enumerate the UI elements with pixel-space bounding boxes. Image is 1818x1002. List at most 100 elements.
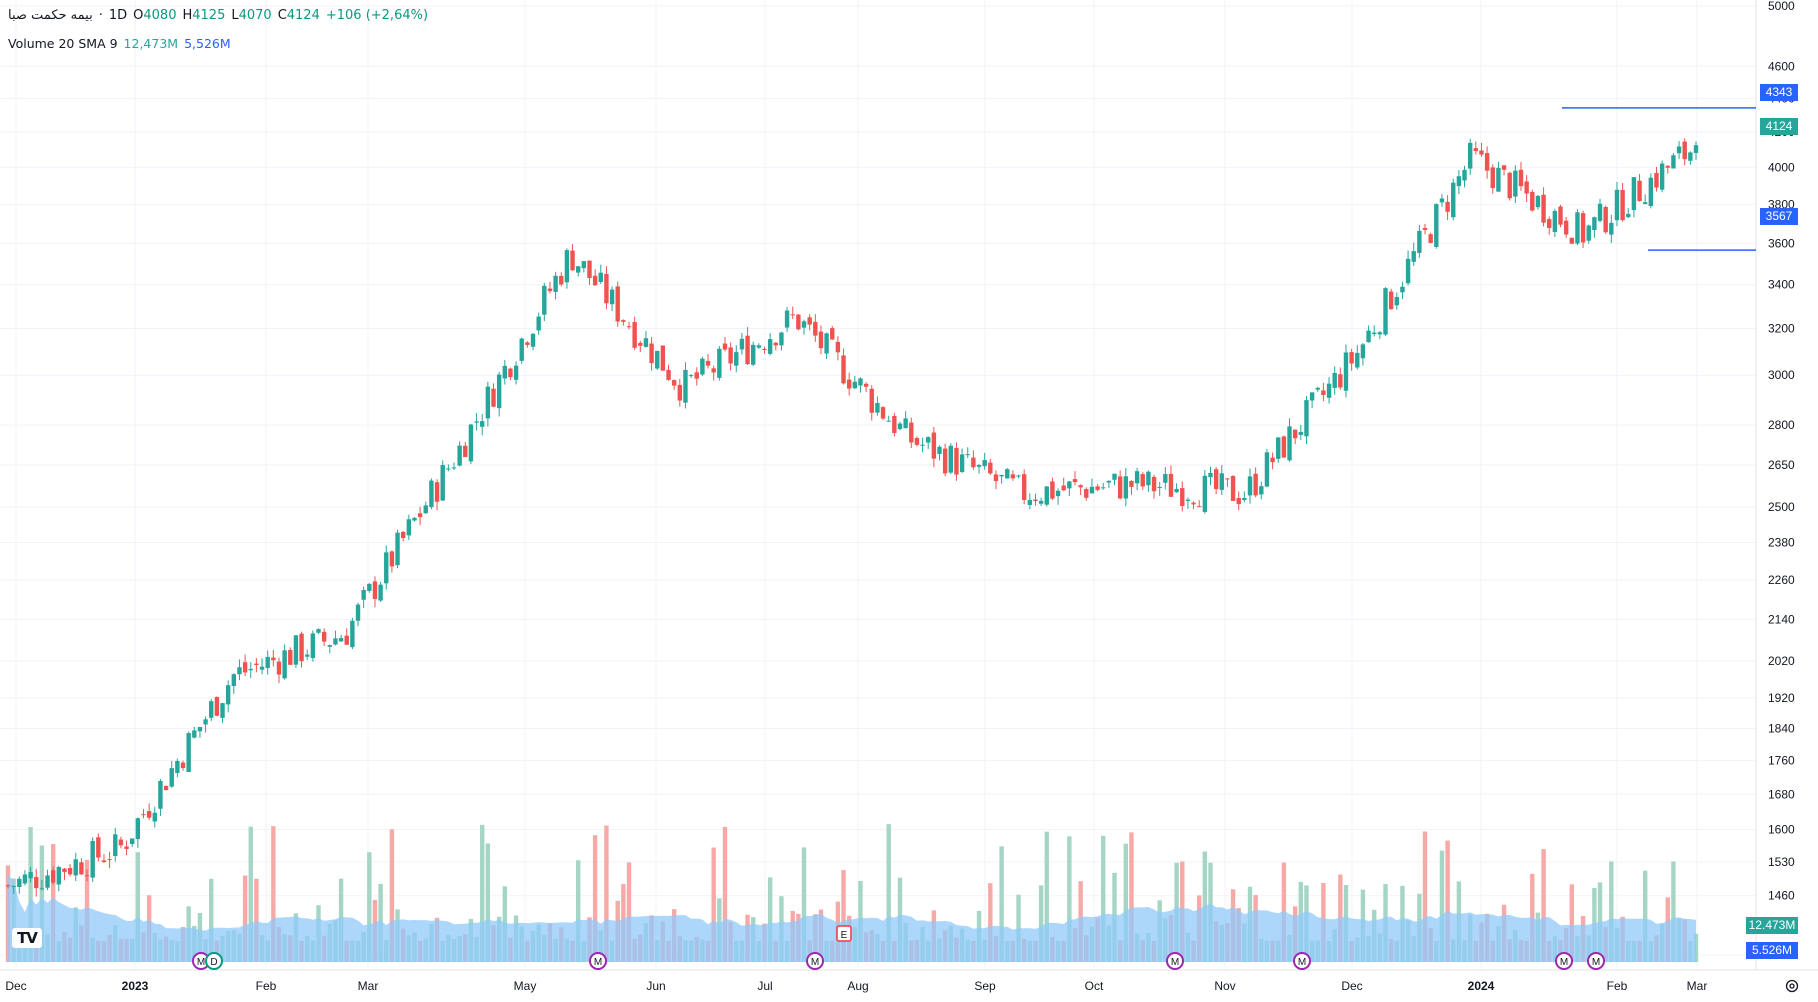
event-ring bbox=[1587, 952, 1605, 970]
volume-bar bbox=[1067, 836, 1072, 962]
candle-body bbox=[638, 342, 643, 346]
candle-body bbox=[1151, 476, 1157, 492]
candle-body bbox=[1140, 474, 1145, 487]
candle-body bbox=[1010, 474, 1016, 479]
candle-body bbox=[1084, 489, 1089, 498]
candle-body bbox=[1467, 142, 1473, 169]
price-axis-label: 1920 bbox=[1768, 691, 1795, 705]
candle-body bbox=[28, 872, 33, 879]
candle-body bbox=[717, 348, 722, 378]
interval-label[interactable]: 1D bbox=[108, 8, 128, 23]
candle-body bbox=[237, 667, 242, 675]
candle-body bbox=[344, 635, 349, 645]
candle-body bbox=[1044, 486, 1049, 505]
candle-body bbox=[1101, 487, 1106, 489]
event-ring bbox=[806, 952, 824, 970]
candle-body bbox=[429, 480, 434, 508]
candle-body bbox=[367, 583, 372, 591]
candle-body bbox=[858, 378, 863, 386]
candle-body bbox=[350, 620, 355, 648]
low-value: 4070 bbox=[238, 8, 272, 23]
candle-body bbox=[959, 454, 965, 473]
candle-body bbox=[1106, 480, 1112, 483]
candle-body bbox=[931, 432, 937, 459]
candle-body bbox=[897, 423, 903, 430]
candle-body bbox=[965, 454, 970, 456]
candle-body bbox=[34, 876, 39, 889]
time-axis: Dec 2023 Feb Mar May Jun Jul Aug Sep Oct Nov Dec 202… bbox=[5, 979, 1707, 993]
volume-sma-area bbox=[8, 875, 1696, 962]
candle-body bbox=[1202, 475, 1208, 512]
candle-body bbox=[118, 839, 124, 846]
candle-body bbox=[248, 668, 253, 671]
candle-body bbox=[220, 703, 225, 718]
candle-body bbox=[1383, 288, 1388, 335]
candle-body bbox=[384, 552, 389, 584]
event-label: M bbox=[1171, 957, 1179, 968]
gear-icon[interactable] bbox=[1784, 978, 1800, 994]
candle-body bbox=[96, 837, 101, 858]
volume-bar bbox=[242, 875, 248, 962]
tradingview-logo[interactable]: TV bbox=[12, 928, 42, 948]
candle-body bbox=[1586, 225, 1591, 241]
candle-body bbox=[451, 467, 457, 469]
price-axis-label: 5000 bbox=[1768, 0, 1795, 13]
time-axis-label: Nov bbox=[1214, 979, 1235, 993]
candle-body bbox=[553, 275, 558, 292]
candle-body bbox=[192, 730, 197, 738]
volume-bar bbox=[1569, 884, 1574, 962]
candle-body bbox=[1129, 480, 1134, 487]
candle-body bbox=[1208, 472, 1213, 478]
price-axis-label: 2380 bbox=[1768, 536, 1795, 550]
candle-body bbox=[434, 482, 440, 502]
candle-body bbox=[259, 666, 265, 670]
candle-body bbox=[276, 661, 282, 675]
time-axis-label: Aug bbox=[847, 979, 868, 993]
candle-body bbox=[841, 355, 846, 384]
candle-body bbox=[1597, 203, 1603, 221]
volume-label: Volume 20 SMA 9 bbox=[8, 36, 118, 51]
candle-body bbox=[299, 633, 304, 662]
candle-body bbox=[209, 701, 214, 718]
price-axis-label: 3600 bbox=[1768, 236, 1795, 250]
price-axis-label: 1840 bbox=[1768, 722, 1795, 736]
price-axis-label: 2500 bbox=[1768, 500, 1795, 514]
candle-body bbox=[1185, 499, 1191, 501]
candle-body bbox=[491, 388, 496, 407]
candle-body bbox=[1524, 181, 1529, 194]
candle-body bbox=[474, 421, 479, 423]
change-value: +106 (+2,64%) bbox=[325, 8, 429, 23]
candle-body bbox=[372, 581, 378, 599]
volume-bar bbox=[1445, 840, 1450, 962]
candle-body bbox=[976, 465, 982, 467]
event-ring bbox=[1166, 952, 1184, 970]
candle-body bbox=[1693, 145, 1699, 153]
price-axis-label: 2020 bbox=[1768, 654, 1795, 668]
resistance-price-tag: 4343 bbox=[1760, 84, 1798, 101]
volume-bar bbox=[801, 847, 807, 962]
symbol-name[interactable]: بیمه حکمت صبا bbox=[8, 8, 93, 23]
candle-body bbox=[1078, 485, 1083, 488]
candle-body bbox=[107, 859, 112, 861]
symbol-legend: بیمه حکمت صبا · 1D O4080 H4125 L4070 C41… bbox=[8, 8, 429, 23]
price-axis-label: 4600 bbox=[1768, 59, 1795, 73]
candle-body bbox=[1055, 490, 1061, 497]
candle-body bbox=[56, 866, 62, 885]
candle-body bbox=[621, 320, 626, 322]
candle-body bbox=[767, 339, 773, 354]
high-value: 4125 bbox=[192, 8, 226, 23]
candle-body bbox=[796, 314, 801, 330]
candle-body bbox=[141, 814, 146, 816]
candle-body bbox=[655, 350, 660, 369]
candle-body bbox=[242, 662, 248, 673]
candle-body bbox=[1196, 506, 1202, 508]
candle-body bbox=[852, 381, 858, 389]
volume-legend[interactable]: Volume 20 SMA 9 12,473M 5,526M bbox=[8, 36, 231, 51]
candle-body bbox=[1027, 499, 1033, 505]
candle-body bbox=[1321, 390, 1326, 395]
candle-body bbox=[22, 874, 28, 884]
candle-body bbox=[1518, 169, 1524, 187]
volume-bar bbox=[767, 877, 773, 962]
candle-body bbox=[1445, 201, 1450, 212]
